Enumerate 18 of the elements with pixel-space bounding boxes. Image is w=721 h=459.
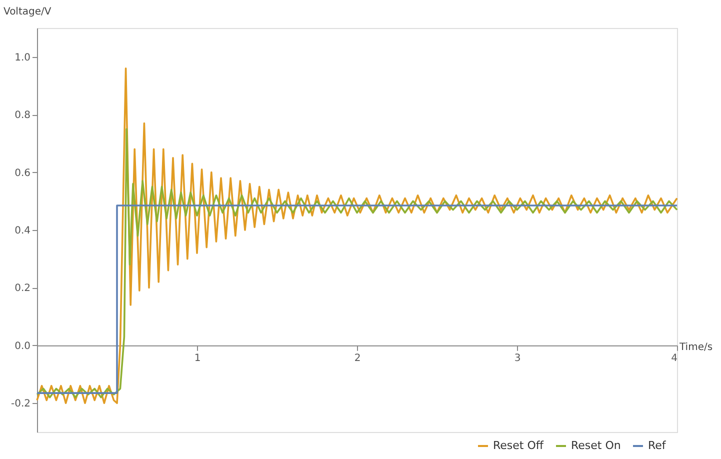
y-tick-label: -0.2 — [10, 398, 30, 410]
line-series — [36, 128, 678, 398]
y-axis-title: Voltage/V — [4, 6, 52, 18]
line-series — [36, 68, 678, 404]
legend-label: Reset Off — [493, 439, 544, 452]
x-tick-label: 1 — [194, 352, 201, 364]
legend-label: Reset On — [571, 439, 621, 452]
y-tick-label: 0.2 — [14, 283, 30, 294]
x-axis-title: Time/s — [678, 342, 713, 353]
x-tick-label: 4 — [671, 352, 678, 364]
x-tick-label: 3 — [514, 352, 521, 364]
y-tick-label: 0.0 — [14, 340, 30, 352]
y-tick-label: 1.0 — [14, 52, 30, 64]
y-tick-label: 0.8 — [14, 110, 30, 122]
y-tick-label: 0.6 — [14, 168, 30, 179]
legend-label: Ref — [648, 439, 667, 452]
y-tick-label: 0.4 — [14, 226, 30, 236]
x-tick-label: 2 — [354, 352, 361, 364]
